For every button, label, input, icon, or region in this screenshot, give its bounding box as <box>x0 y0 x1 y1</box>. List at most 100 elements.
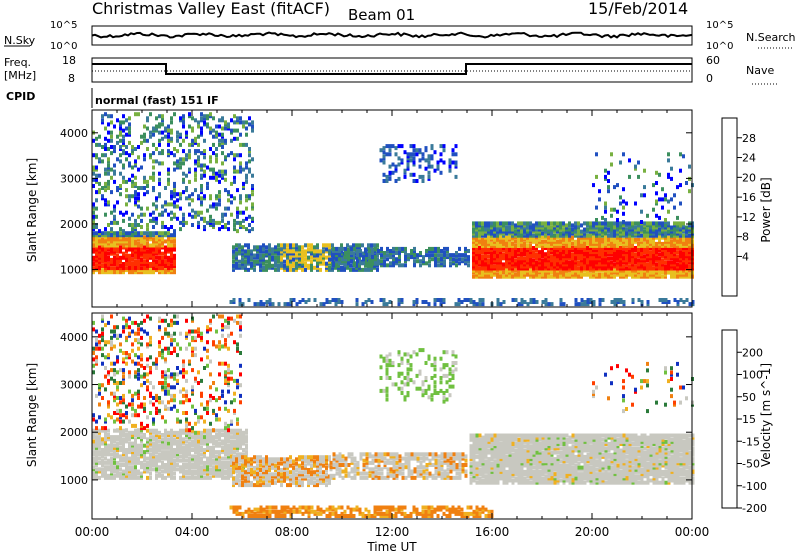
range-gate-cell <box>652 183 655 188</box>
range-gate-cell <box>227 456 230 461</box>
range-gate-cell <box>233 430 236 435</box>
range-gate-cell <box>428 249 431 253</box>
range-gate-cell <box>188 469 191 474</box>
range-gate-cell <box>128 253 131 258</box>
range-gate-cell <box>224 448 227 452</box>
range-gate-cell <box>356 259 359 264</box>
range-gate-cell <box>170 456 173 461</box>
range-gate-cell <box>230 435 233 440</box>
range-gate-cell <box>628 268 631 273</box>
range-gate-cell <box>553 237 556 242</box>
range-gate-cell <box>158 467 161 472</box>
range-gate-cell <box>122 266 125 271</box>
range-gate-cell <box>319 255 322 260</box>
range-gate-cell <box>206 473 209 478</box>
range-gate-cell <box>523 264 526 269</box>
range-gate-cell <box>230 212 233 217</box>
range-gate-cell <box>646 302 650 307</box>
range-gate-cell <box>146 456 149 461</box>
range-gate-cell <box>472 252 475 257</box>
range-gate-cell <box>224 428 227 433</box>
range-gate-cell <box>233 428 236 433</box>
range-gate-cell <box>493 268 496 273</box>
range-gate-cell <box>619 246 622 250</box>
range-gate-cell <box>586 264 589 269</box>
range-gate-cell <box>550 241 553 246</box>
range-gate-cell <box>427 160 431 165</box>
range-gate-cell <box>122 179 125 184</box>
range-gate-cell <box>643 229 646 234</box>
range-gate-cell <box>535 246 538 250</box>
range-gate-cell <box>245 175 248 180</box>
range-gate-cell <box>113 171 116 176</box>
range-gate-cell <box>505 272 508 277</box>
range-gate-cell <box>182 475 185 480</box>
range-gate-cell <box>230 471 233 476</box>
range-gate-cell <box>158 445 161 450</box>
range-gate-cell <box>481 260 484 265</box>
range-gate-cell <box>502 270 505 275</box>
range-gate-cell <box>532 237 535 242</box>
range-gate-cell <box>119 126 122 131</box>
range-gate-cell <box>95 463 98 467</box>
range-gate-cell <box>589 252 592 257</box>
range-gate-cell <box>643 250 646 255</box>
range-gate-cell <box>155 259 158 264</box>
range-gate-cell <box>655 225 658 230</box>
range-gate-cell <box>247 267 250 272</box>
range-gate-cell <box>520 264 523 269</box>
range-gate-cell <box>188 445 191 450</box>
range-gate-cell <box>259 245 262 250</box>
range-gate-cell <box>559 237 562 242</box>
range-gate-cell <box>173 452 176 457</box>
range-gate-cell <box>95 437 98 442</box>
range-gate-cell <box>449 261 452 266</box>
range-gate-cell <box>637 258 640 263</box>
range-gate-cell <box>461 253 464 258</box>
range-gate-cell <box>481 221 484 226</box>
range-gate-cell <box>319 267 322 272</box>
range-gate-cell <box>559 256 562 261</box>
range-gate-cell <box>448 164 452 169</box>
range-gate-cell <box>239 445 242 450</box>
range-gate-cell <box>218 435 221 440</box>
range-gate-cell <box>328 257 331 262</box>
range-gate-cell <box>128 130 131 135</box>
range-gate-cell <box>496 272 499 277</box>
range-gate-cell <box>176 448 179 452</box>
range-gate-cell <box>167 142 170 147</box>
range-gate-cell <box>101 114 104 119</box>
range-gate-cell <box>95 136 98 141</box>
range-gate-cell <box>499 264 502 269</box>
range-gate-cell <box>664 225 667 230</box>
range-gate-cell <box>200 200 203 205</box>
range-gate-cell <box>245 173 248 178</box>
range-gate-cell <box>224 439 227 444</box>
range-gate-cell <box>274 245 277 250</box>
range-gate-cell <box>215 435 218 440</box>
range-gate-cell <box>589 237 592 242</box>
range-gate-cell <box>514 223 517 228</box>
range-gate-cell <box>230 458 233 463</box>
range-gate-cell <box>173 112 176 117</box>
range-gate-cell <box>212 441 215 446</box>
range-gate-cell <box>676 221 679 226</box>
range-gate-cell <box>185 130 188 135</box>
range-gate-cell <box>218 194 221 199</box>
range-gate-cell <box>212 218 215 223</box>
range-gate-cell <box>643 185 646 190</box>
range-gate-cell <box>568 233 571 238</box>
range-gate-cell <box>344 255 347 260</box>
range-gate-cell <box>152 467 155 472</box>
range-gate-cell <box>682 272 685 277</box>
range-gate-cell <box>212 445 215 450</box>
range-gate-cell <box>170 465 173 470</box>
range-gate-cell <box>340 249 343 254</box>
range-gate-cell <box>209 450 212 455</box>
range-gate-cell <box>197 445 200 450</box>
range-gate-cell <box>197 458 200 463</box>
range-gate-cell <box>499 241 502 246</box>
range-gate-cell <box>221 214 224 219</box>
range-gate-cell <box>128 475 131 480</box>
range-gate-cell <box>128 140 131 145</box>
